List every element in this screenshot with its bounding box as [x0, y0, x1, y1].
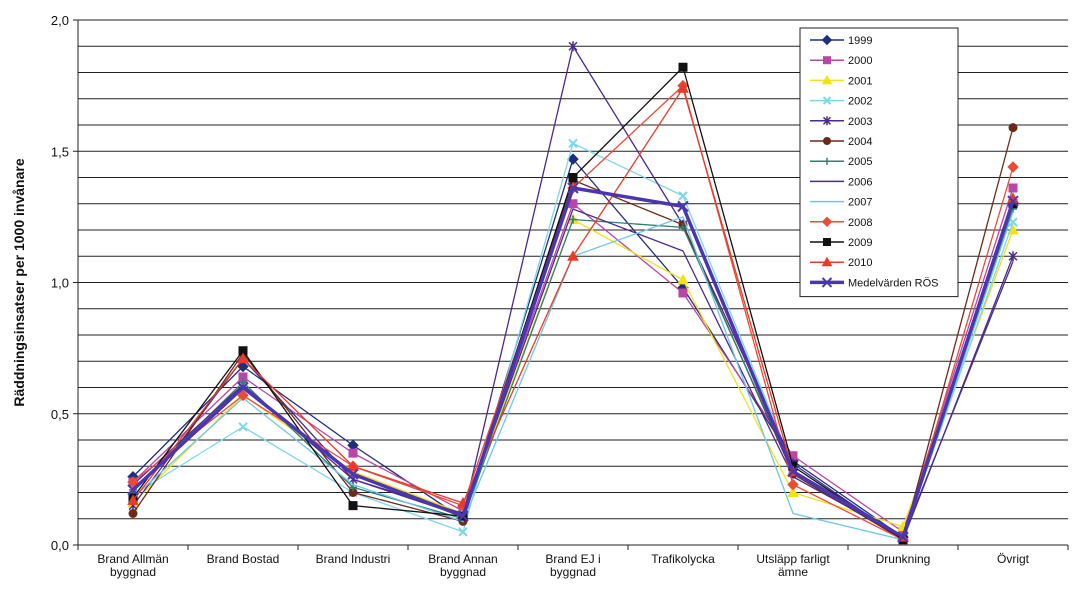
legend: 1999 2000 2001 2002 2003 2004 2005 2006 2007 2008…	[799, 27, 959, 298]
x-tick-label: Brand Industri	[316, 552, 391, 566]
data-point	[823, 238, 831, 246]
data-point	[237, 389, 249, 402]
y-tick-label: 1,0	[51, 276, 69, 291]
data-point	[678, 62, 688, 72]
legend-label: 2002	[848, 96, 872, 108]
data-point	[821, 256, 833, 267]
legend-label: 2004	[848, 136, 872, 148]
axis-labels: 0,0 0,5 1,0 1,5 2,0 Brand Allmän byggnad Brand …	[11, 13, 1030, 579]
x-tick-label: Brand Allmän byggnad	[97, 552, 168, 579]
data-point	[787, 486, 799, 497]
data-point	[128, 509, 138, 518]
x-tick-label: Drunkning	[876, 552, 931, 566]
data-point	[677, 82, 689, 93]
data-point	[897, 531, 909, 543]
series-lines	[127, 41, 1019, 546]
data-point	[569, 215, 577, 224]
legend-label: Medelvärden RÖS	[848, 277, 939, 289]
legend-item: 2004	[810, 136, 872, 148]
legend-item: 2010	[810, 256, 872, 269]
data-point	[1008, 123, 1018, 133]
data-point	[823, 137, 831, 145]
data-point	[348, 448, 358, 458]
x-tick-label: Brand Annan byggnad	[428, 552, 497, 579]
legend-label: 2000	[848, 55, 872, 67]
legend-label: 2005	[848, 156, 872, 168]
legend-item: 2001	[810, 74, 872, 87]
data-point	[678, 288, 688, 298]
data-point	[567, 250, 579, 261]
data-point	[237, 381, 249, 394]
legend-box	[799, 27, 959, 298]
y-axis-title: Räddningsinsatser per 1000 invånare	[11, 158, 27, 406]
data-point	[1008, 251, 1018, 262]
data-point	[821, 277, 833, 288]
data-point	[787, 465, 799, 478]
data-point	[677, 200, 689, 213]
y-tick-label: 2,0	[51, 13, 69, 28]
data-point	[567, 182, 579, 194]
data-point	[568, 41, 578, 52]
series-medelv-rden-r-s	[127, 182, 1019, 543]
data-point	[787, 478, 799, 491]
data-point	[568, 138, 578, 149]
y-tick-label: 0,5	[51, 407, 69, 422]
data-point	[822, 96, 832, 105]
data-point	[677, 273, 689, 285]
legend-item: 2006	[810, 176, 872, 188]
legend-label: 2010	[848, 257, 872, 269]
legend-label: 2003	[848, 116, 872, 128]
data-point	[347, 460, 359, 471]
y-tick-label: 0,0	[51, 538, 69, 553]
legend-label: 2008	[848, 217, 872, 229]
legend-item: 2009	[810, 237, 872, 249]
x-tick-label: Brand EJ i byggnad	[545, 552, 600, 579]
data-point	[457, 510, 469, 522]
data-point	[348, 501, 358, 511]
legend-label: 2006	[848, 176, 872, 188]
data-point	[347, 468, 359, 480]
data-point	[822, 116, 832, 126]
x-tick-label: Brand Bostad	[207, 552, 280, 566]
data-point	[1008, 183, 1018, 193]
y-tick-label: 1,5	[51, 144, 69, 159]
legend-label: 2001	[848, 75, 872, 87]
x-tick-label: Utsläpp farligt ämne	[756, 552, 830, 579]
data-point	[237, 360, 249, 373]
legend-item: 2000	[810, 55, 872, 67]
legend-label: 2007	[848, 197, 872, 209]
legend-item: Medelvärden RÖS	[810, 277, 939, 289]
data-point	[127, 484, 139, 496]
data-point	[237, 352, 249, 364]
legend-item: 2008	[810, 216, 872, 229]
data-point	[1007, 161, 1019, 173]
data-point	[238, 422, 248, 432]
legend-label: 1999	[848, 35, 872, 47]
data-point	[821, 34, 833, 46]
data-point	[678, 191, 688, 201]
data-point	[679, 223, 687, 232]
legend-label: 2009	[848, 237, 872, 249]
legend-item: 1999	[810, 34, 872, 47]
x-tick-label: Övrigt	[997, 552, 1030, 566]
data-point	[1007, 195, 1019, 207]
data-point	[568, 173, 578, 182]
x-tick-label: Trafikolycka	[651, 552, 715, 566]
data-point	[127, 476, 139, 488]
data-point	[823, 157, 831, 165]
data-point	[458, 527, 468, 537]
legend-item: 2002	[810, 96, 872, 108]
legend-item: 2007	[810, 197, 872, 209]
data-point	[821, 74, 833, 85]
legend-item: 2003	[810, 116, 872, 128]
data-point	[821, 216, 833, 228]
legend-item: 2005	[810, 156, 872, 168]
data-point	[127, 494, 139, 505]
data-point	[823, 56, 831, 65]
